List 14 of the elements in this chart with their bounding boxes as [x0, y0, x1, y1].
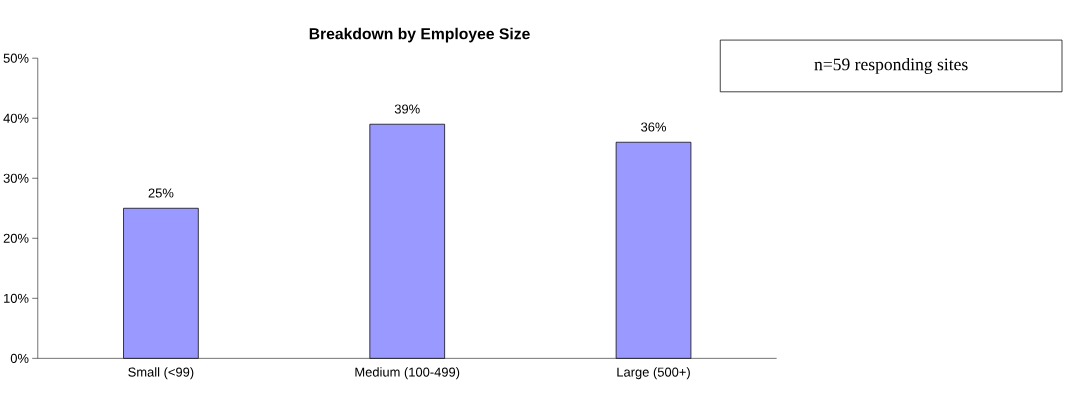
y-tick-label: 10%: [4, 293, 29, 303]
data-label: 36%: [641, 122, 666, 132]
y-tick-label: 0%: [10, 353, 29, 363]
chart-title: Breakdown by Employee Size: [309, 27, 530, 43]
data-label: 39%: [394, 104, 420, 114]
y-tick-label: 40%: [3, 113, 29, 123]
y-tick-label: 20%: [3, 233, 29, 243]
x-tick-label: Medium (100-499): [355, 367, 460, 380]
x-tick-label: Large (500+): [617, 367, 690, 380]
y-tick-label: 50%: [3, 53, 29, 63]
x-tick-label: Small (<99): [128, 367, 194, 380]
y-tick-label: 30%: [3, 173, 29, 183]
data-label: 25%: [148, 188, 174, 198]
text: n=59 responding sites: [814, 57, 968, 74]
